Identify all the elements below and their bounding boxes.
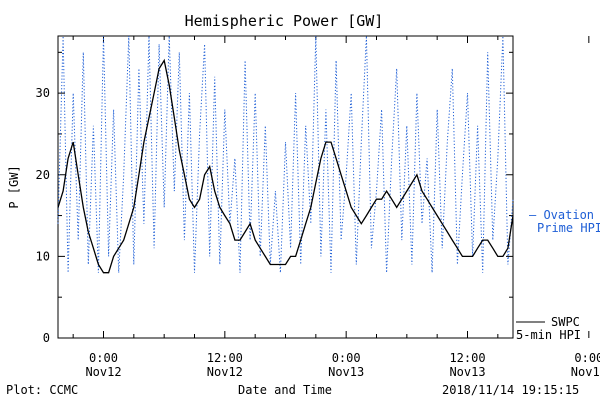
- x-tick-time-label: 12:00: [207, 351, 243, 365]
- x-tick-date-label: Nov13: [449, 365, 485, 379]
- legend-ovation-line2: Prime HPI: [537, 221, 600, 235]
- chart-title: Hemispheric Power [GW]: [185, 12, 384, 30]
- ovation-prime-series-line: [57, 35, 514, 273]
- y-axis: 0 10 20 30: [36, 51, 513, 345]
- x-tick-time-label: 0:00: [574, 351, 600, 365]
- x-tick-date-label: Nov12: [85, 365, 121, 379]
- x-axis: 0:00Nov1212:00Nov120:00Nov1312:00Nov130:…: [72, 36, 600, 379]
- x-tick-time-label: 0:00: [332, 351, 361, 365]
- y-tick-label: 10: [36, 249, 50, 263]
- legend-swpc-line2: 5-min HPI: [516, 328, 581, 342]
- y-tick-label: 30: [36, 86, 50, 100]
- x-tick-date-label: Nov14: [571, 365, 600, 379]
- legend-ovation-line1: — Ovation: [529, 208, 594, 222]
- swpc-hpi-series-line: [57, 58, 514, 274]
- y-axis-label: P [GW]: [7, 165, 21, 208]
- x-tick-date-label: Nov13: [328, 365, 364, 379]
- x-tick-time-label: 0:00: [89, 351, 118, 365]
- series-layer: [57, 35, 514, 274]
- plot-credit: Plot: CCMC: [6, 383, 78, 397]
- y-tick-label: 20: [36, 168, 50, 182]
- x-axis-label: Date and Time: [238, 383, 332, 397]
- x-tick-time-label: 12:00: [449, 351, 485, 365]
- y-tick-label: 0: [43, 331, 50, 345]
- legend: — Ovation Prime HPI SWPC 5-min HPI: [516, 208, 600, 342]
- x-tick-date-label: Nov12: [207, 365, 243, 379]
- timestamp: 2018/11/14 19:15:15: [442, 383, 579, 397]
- plot-frame: [57, 35, 514, 339]
- legend-swpc-line1: SWPC: [551, 315, 580, 329]
